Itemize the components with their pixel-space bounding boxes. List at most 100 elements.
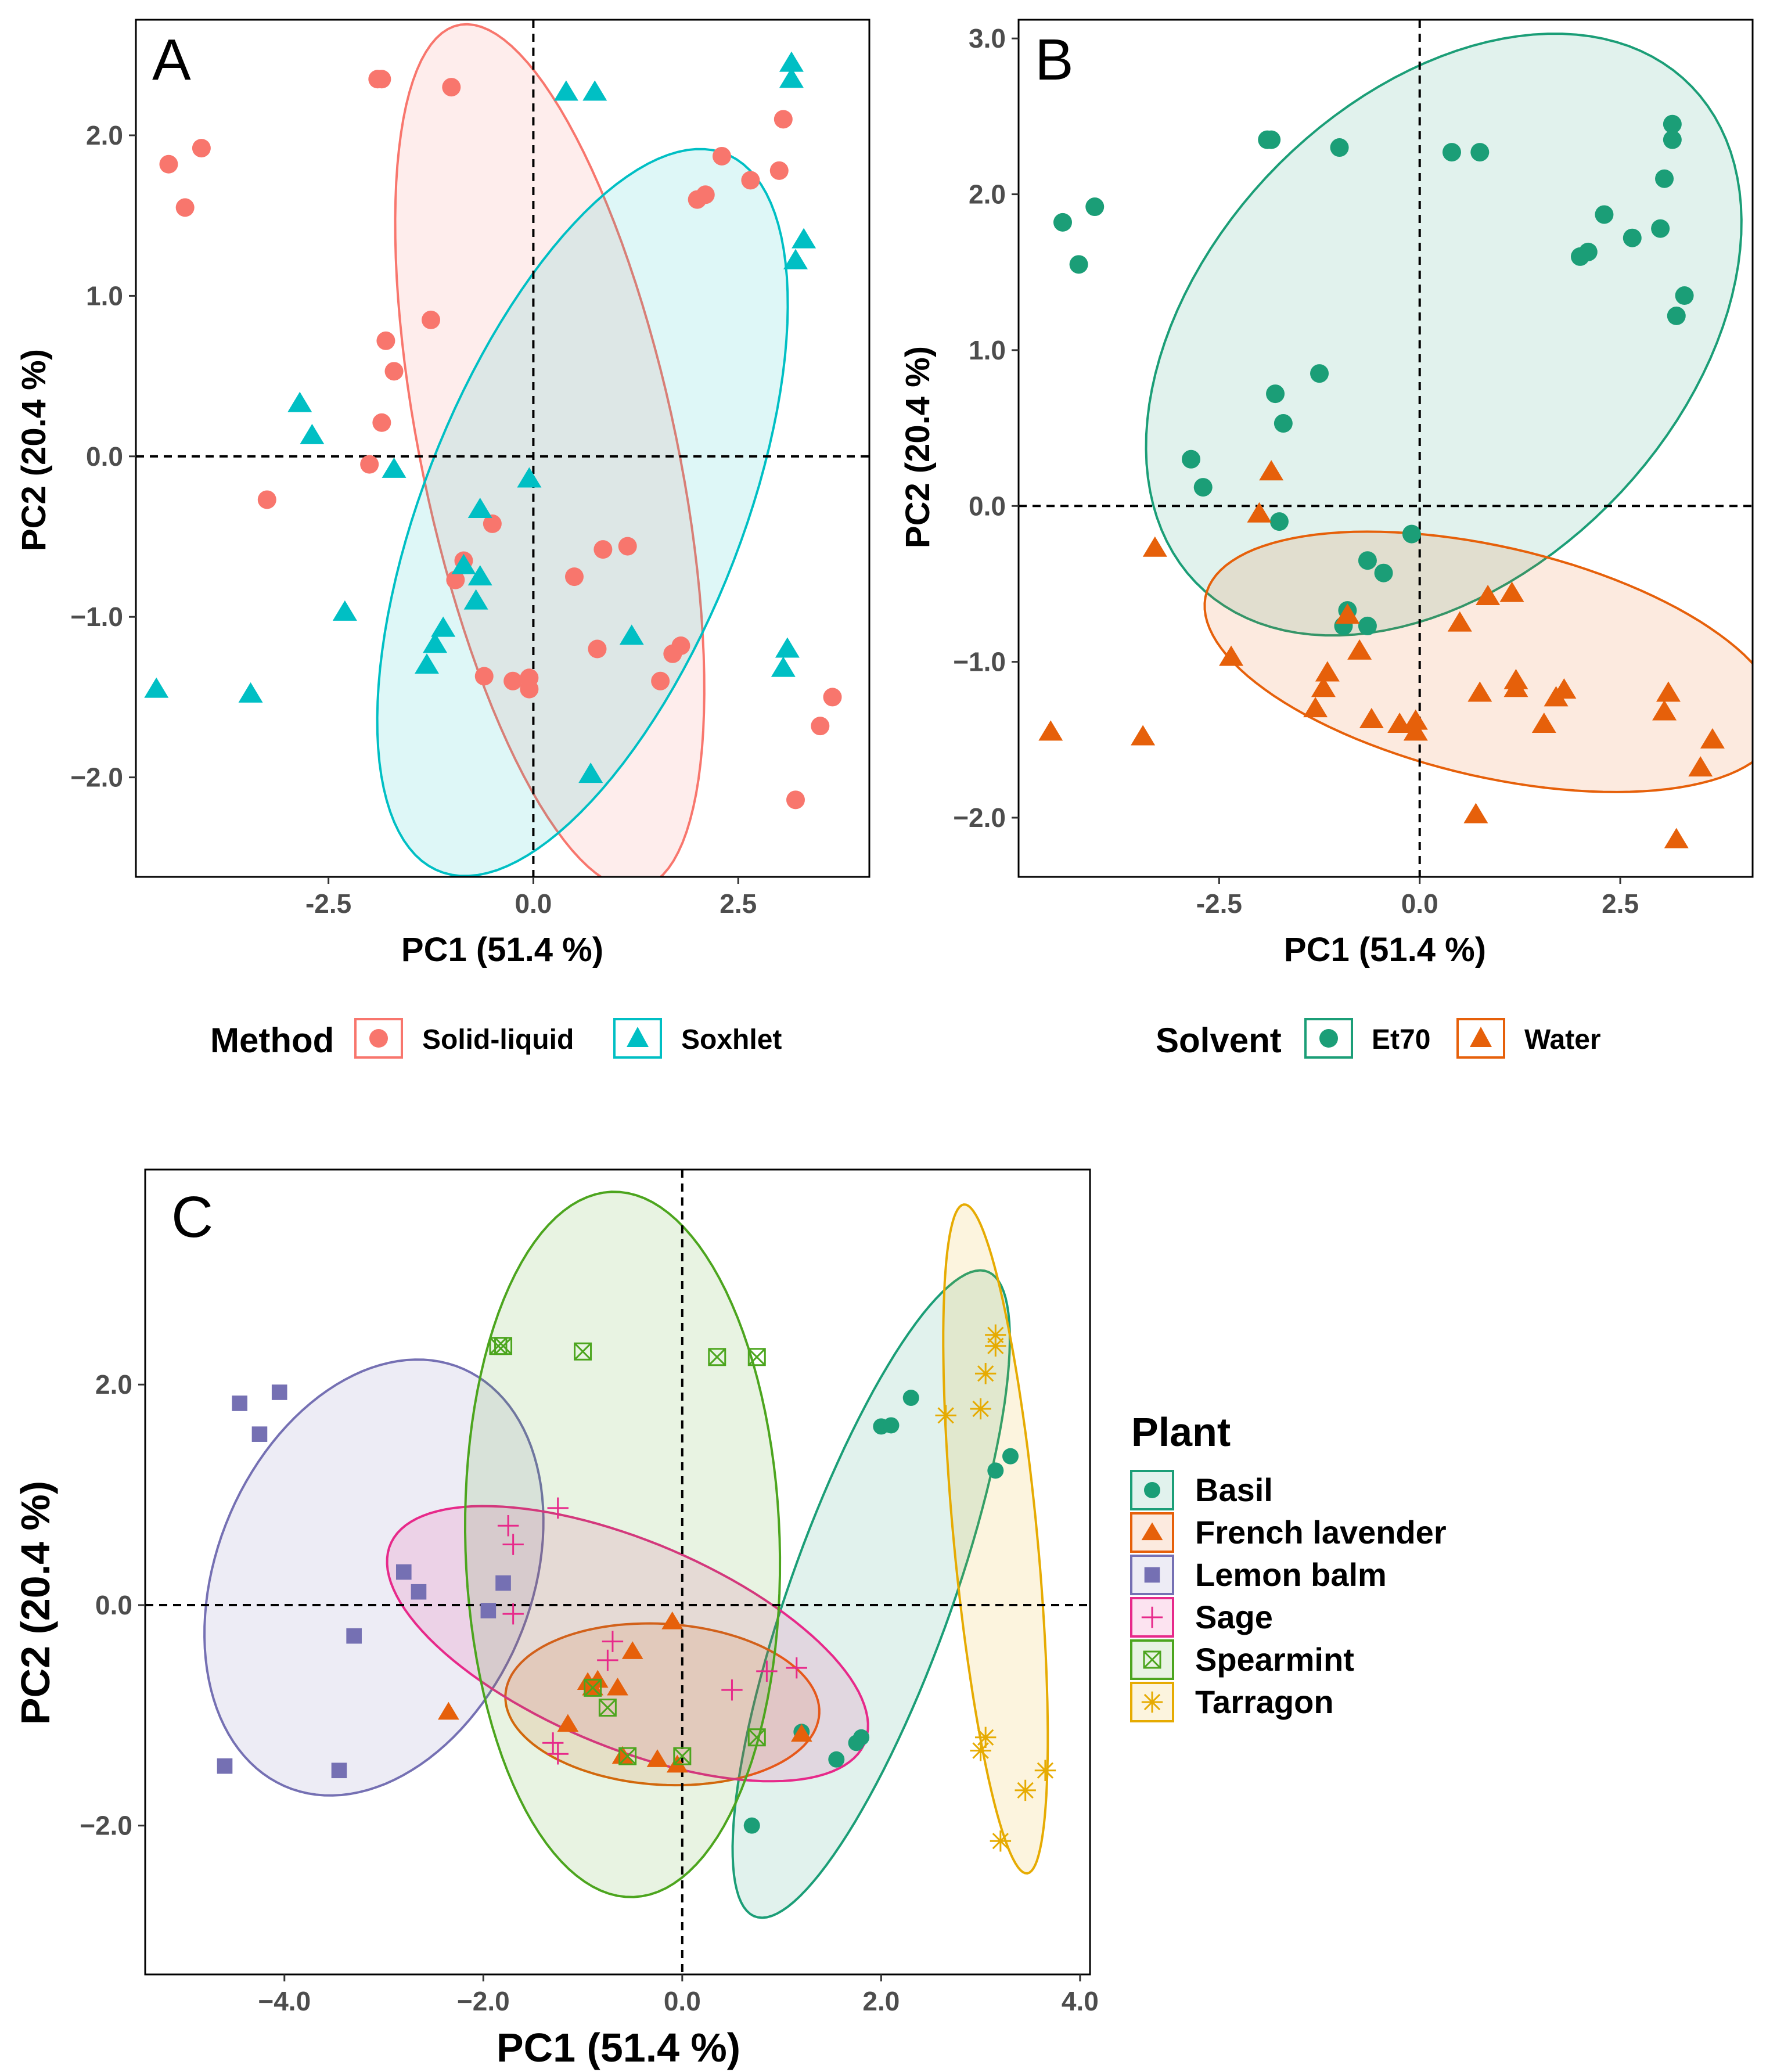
panel-a-point-soxhlet: [414, 653, 439, 674]
panel-c-point-lemon-balm: [411, 1584, 427, 1600]
panel-a-point-solid-liquid: [712, 146, 731, 166]
panel-a-point-solid-liquid: [774, 110, 793, 129]
legend-label-basil: Basil: [1195, 1472, 1273, 1508]
panel-c-point-french-lavender: [790, 1724, 812, 1742]
panel-a-point-soxhlet: [287, 391, 312, 412]
panel-a-point-soxhlet: [578, 762, 603, 783]
panel-a-point-solid-liquid: [159, 154, 178, 174]
panel-b-point-water: [1463, 803, 1488, 823]
panel-a-point-solid-liquid: [651, 671, 670, 690]
panel-b-point-water: [1247, 502, 1272, 523]
panel-b-point-water: [1131, 725, 1156, 746]
panel-b-point-water: [1447, 611, 1472, 632]
panel-c-legend-title: Plant: [1131, 1409, 1231, 1455]
panel-b-point-et70: [1358, 616, 1377, 635]
panel-a-point-solid-liquid: [446, 570, 465, 589]
panel-c-point-sage: [502, 1603, 524, 1625]
panel-a-point-solid-liquid: [786, 790, 805, 810]
panel-a-point-solid-liquid: [741, 171, 760, 190]
panel-b-point-water: [1544, 686, 1569, 707]
panel-b-point-et70: [1402, 524, 1421, 544]
panel-b-point-water: [1476, 584, 1501, 605]
panel-b-point-et70: [1623, 228, 1642, 247]
panel-c-point-spearmint: [708, 1348, 726, 1366]
panel-a-y-tick-label: 0.0: [86, 441, 123, 472]
panel-b-point-water: [1499, 581, 1524, 602]
panel-c: C PC1 (51.4 %) PC2 (20.4 %) Plant Basil F…: [13, 1168, 1447, 2070]
panel-a-point-soxhlet: [619, 624, 644, 645]
panel-a-point-solid-liquid: [422, 310, 441, 329]
panel-b-point-water: [1403, 720, 1428, 741]
legend-symbol-soxhlet: [627, 1027, 649, 1047]
panel-c-point-sage: [602, 1631, 624, 1652]
panel-c-point-tarragon: [974, 1363, 997, 1384]
panel-c-point-sage: [756, 1660, 778, 1682]
panel-c-point-sage: [547, 1497, 569, 1519]
panel-c-y-tick-label: 2.0: [95, 1369, 132, 1400]
panel-c-point-tarragon: [990, 1830, 1012, 1852]
panel-c-point-tarragon: [985, 1324, 1006, 1346]
panel-a-point-solid-liquid: [257, 490, 276, 509]
panel-c-point-sage: [542, 1732, 564, 1754]
panel-a-point-soxhlet: [553, 80, 578, 101]
panel-b-point-et70: [1595, 205, 1614, 224]
panel-b-point-et70: [1374, 563, 1393, 582]
panel-c-point-french-lavender: [661, 1611, 684, 1629]
legend-symbol-french-lavender: [1141, 1522, 1163, 1541]
panel-b-y-tick-label: −1.0: [953, 647, 1006, 677]
legend-entry-lemon-balm: Lemon balm: [1130, 1555, 1387, 1595]
panel-b-plot-area: [1019, 20, 1753, 877]
panel-c-x-tick-label: −2.0: [457, 1986, 510, 2016]
panel-c-point-spearmint: [747, 1728, 766, 1747]
legend-entry-basil: Basil: [1130, 1470, 1273, 1510]
panel-c-point-sage: [547, 1743, 569, 1765]
panel-b-point-water: [1311, 677, 1336, 697]
panel-b-y-tick-label: 3.0: [969, 23, 1006, 53]
panel-b-y-tick-label: 1.0: [969, 335, 1006, 365]
panel-a-point-soxhlet: [300, 423, 325, 444]
panel-a-point-soxhlet: [144, 677, 169, 698]
panel-c-ellipse-tarragon: [942, 1203, 1049, 1875]
legend-symbol-water: [1470, 1027, 1492, 1047]
legend-label-et70: Et70: [1372, 1024, 1430, 1055]
panel-a-point-solid-liquid: [618, 537, 637, 556]
panel-a-point-soxhlet: [792, 228, 816, 249]
panel-b-point-et70: [1330, 138, 1349, 157]
panel-c-point-tarragon: [1015, 1779, 1036, 1801]
panel-c-point-french-lavender: [621, 1641, 643, 1659]
legend-entry-french-lavender: French lavender: [1130, 1512, 1447, 1553]
panel-a-point-solid-liquid: [372, 413, 391, 432]
panel-a-point-solid-liquid: [192, 139, 211, 158]
panel-a-frame: [135, 19, 870, 878]
legend-symbol-solid-liquid: [369, 1029, 388, 1048]
panel-b-point-water: [1347, 639, 1372, 660]
panel-c-y-tick-label: 0.0: [95, 1590, 132, 1620]
panel-c-point-tarragon: [970, 1740, 991, 1761]
panel-a-point-soxhlet: [463, 589, 488, 610]
panel-a-point-soxhlet: [467, 498, 492, 519]
panel-c-ellipse-lemon-balm: [203, 1358, 545, 1797]
panel-a-point-soxhlet: [423, 632, 448, 653]
panel-c-point-lemon-balm: [232, 1395, 247, 1411]
panel-c-point-tarragon: [974, 1726, 997, 1748]
panel-a-point-soxhlet: [382, 457, 407, 478]
panel-c-x-tick-label: 4.0: [1062, 1986, 1099, 2016]
panel-b-point-water: [1467, 681, 1492, 702]
panel-c-point-basil: [883, 1417, 900, 1434]
panel-b-x-axis-title: PC1 (51.4 %): [1284, 931, 1486, 969]
panel-c-point-tarragon: [1034, 1760, 1056, 1781]
panel-a-point-solid-liquid: [384, 362, 404, 381]
panel-b-point-water: [1259, 460, 1284, 481]
panel-a-ellipse-solid-liquid: [394, 23, 706, 877]
legend-entry-tarragon: Tarragon: [1130, 1682, 1334, 1722]
panel-a-y-axis-title: PC2 (20.4 %): [15, 349, 53, 551]
panel-c-point-sage: [786, 1657, 807, 1679]
panel-c-point-french-lavender: [582, 1677, 604, 1696]
panel-b-point-water: [1335, 603, 1360, 624]
panel-b-point-et70: [1663, 130, 1682, 149]
panel-c-ellipse-basil: [731, 1269, 1011, 1919]
panel-a-point-soxhlet: [779, 67, 804, 88]
panel-c-point-spearmint: [598, 1699, 617, 1717]
panel-c-point-lemon-balm: [495, 1575, 511, 1591]
